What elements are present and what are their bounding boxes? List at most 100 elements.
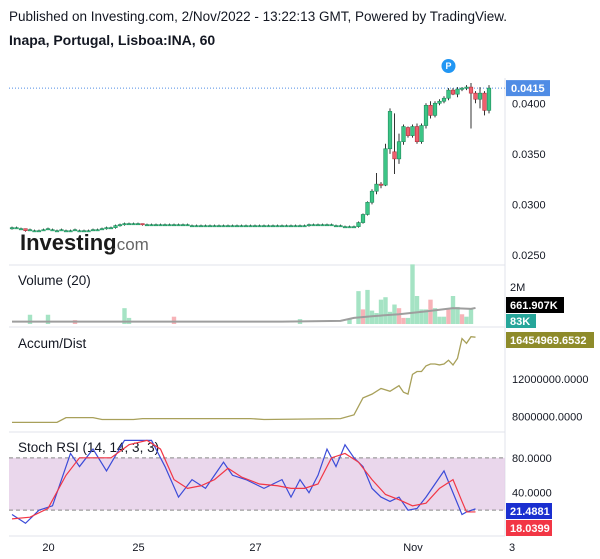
candle-body: [95, 229, 100, 232]
candle-body: [401, 126, 406, 142]
volume-bar: [410, 264, 415, 324]
stoch-rsi-d-value: 18.0399: [510, 523, 550, 535]
volume-bar: [383, 297, 388, 324]
accum-dist-line: [12, 336, 476, 424]
price-axis: 0.0400 0.0350 0.0300 0.0250: [512, 98, 546, 262]
candle-body: [234, 225, 240, 228]
time-axis-tick: Nov: [403, 542, 423, 554]
candle-body: [99, 228, 105, 231]
candle-body: [266, 225, 271, 228]
marker-icon[interactable]: [441, 59, 456, 73]
candle-body: [243, 225, 249, 228]
candle-body: [117, 224, 123, 227]
candle-body: [432, 102, 438, 116]
volume-bar: [374, 313, 379, 324]
stoch-rsi-k-line: [11, 439, 476, 525]
candle-body: [356, 222, 361, 227]
volume-bar: [396, 308, 402, 324]
candle-body: [32, 230, 37, 233]
accum-value-badge: 16454969.6532: [506, 332, 594, 348]
pane-separators: [9, 78, 506, 537]
candle-body: [423, 104, 429, 126]
candle-body: [477, 92, 483, 100]
candle-body: [383, 148, 388, 186]
candle-body: [212, 225, 217, 228]
candle-body: [176, 224, 181, 227]
candle-body: [320, 224, 325, 227]
candle-body: [9, 227, 15, 230]
dividend-marker[interactable]: P: [441, 59, 456, 73]
candle-body: [239, 225, 244, 228]
candle-body: [216, 225, 222, 228]
candle-body: [221, 225, 226, 228]
candle-body: [36, 230, 42, 233]
candle-body: [306, 224, 312, 227]
candle-body: [428, 104, 433, 116]
header-symbol-title: Inapa, Portugal, Lisboa:INA, 60: [9, 32, 216, 48]
candle-body: [252, 225, 258, 228]
volume-bar: [356, 291, 361, 324]
candle-body: [297, 225, 303, 228]
candle-body: [333, 225, 339, 228]
stoch-rsi-axis-tick: 80.0000: [512, 453, 552, 465]
candle-body: [302, 225, 307, 228]
accum-axis-tick: 8000000.0000: [512, 412, 582, 424]
candle-body: [27, 229, 33, 232]
candle-body: [347, 226, 352, 229]
volume-title: Volume (20): [18, 273, 91, 288]
candle-body: [230, 225, 235, 228]
volume-ma-badge: 83K: [506, 314, 536, 328]
volume-bar: [369, 310, 375, 324]
candle-body: [324, 224, 330, 227]
accum-last-value: 16454969.6532: [510, 335, 586, 347]
candle-body: [167, 224, 172, 227]
volume-bar: [347, 319, 352, 324]
volume-value-badge: 661.907K: [506, 297, 564, 313]
last-price-value: 0.0415: [511, 83, 545, 95]
candle-body: [279, 225, 285, 228]
candle-body: [131, 223, 136, 226]
candle-body: [288, 225, 294, 228]
candle-body: [135, 223, 141, 226]
marker-label: P: [445, 61, 451, 71]
volume-bar: [423, 309, 429, 324]
candle-body: [482, 92, 487, 111]
volume-bar: [27, 314, 33, 324]
price-axis-tick: 0.0350: [512, 149, 546, 161]
volume-bar: [455, 306, 460, 324]
price-axis-tick: 0.0250: [512, 250, 546, 262]
volume-bar: [419, 309, 424, 324]
volume-axis-tick: 2M: [510, 282, 525, 294]
price-axis-tick: 0.0300: [512, 199, 546, 211]
volume-bar: [468, 309, 474, 324]
candle-body: [90, 229, 96, 232]
last-price-badge: 0.0415: [506, 80, 550, 97]
candle-body: [248, 225, 253, 228]
watermark-suffix: .com: [112, 235, 149, 254]
candle-body: [140, 223, 145, 226]
candle-body: [14, 227, 19, 230]
candle-body: [459, 87, 465, 90]
candle-body: [104, 227, 109, 230]
price-axis-tick: 0.0400: [512, 98, 546, 110]
candle-body: [450, 89, 456, 95]
accum-axis-tick: 12000000.0000: [512, 374, 588, 386]
volume-bar: [428, 299, 433, 324]
candle-body: [86, 230, 91, 233]
candle-body: [410, 126, 415, 136]
candle-body: [50, 229, 55, 232]
candle-body: [198, 225, 204, 228]
volume-bar: [450, 296, 456, 324]
time-axis-tick: 20: [42, 542, 54, 554]
investing-watermark: Investing .com: [20, 230, 149, 255]
volume-bars: [27, 264, 474, 324]
candle-body: [396, 141, 402, 160]
candle-body: [81, 230, 87, 233]
header-published-text: Published on Investing.com, 2/Nov/2022 -…: [9, 9, 508, 24]
volume-bar: [122, 308, 127, 324]
candle-body: [365, 202, 370, 215]
volume-bar: [401, 317, 406, 324]
candle-body: [122, 223, 127, 226]
candle-body: [293, 225, 298, 228]
